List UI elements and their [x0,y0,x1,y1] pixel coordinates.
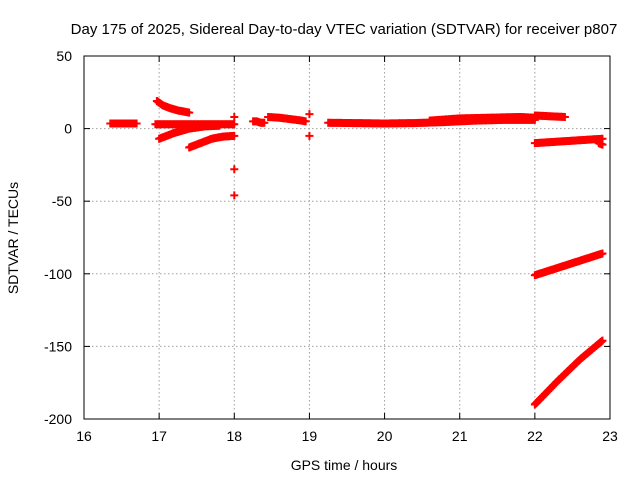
y-axis-label: SDTVAR / TECUs [5,182,21,294]
x-tick-label: 23 [602,428,618,444]
x-tick-label: 19 [302,428,318,444]
x-tick-label: 17 [151,428,167,444]
x-tick-label: 20 [377,428,393,444]
data-point [230,112,239,121]
data-point [598,249,607,258]
data-point [230,191,239,200]
data-point [215,121,224,130]
x-tick-label: 18 [226,428,242,444]
x-axis-label: GPS time / hours [291,457,398,473]
x-tick-label: 21 [452,428,468,444]
grid-lines [84,56,610,419]
data-point [598,336,607,345]
data-point [132,119,141,128]
y-tick-label: -100 [44,266,72,282]
data-points [106,97,607,409]
y-tick-label: -150 [44,338,72,354]
y-tick-label: -50 [52,193,72,209]
data-point [260,118,269,127]
data-point [230,165,239,174]
data-point [305,110,314,119]
y-tick-label: 0 [64,121,72,137]
y-tick-label: -200 [44,411,72,427]
data-point [598,140,607,149]
data-point [301,117,310,126]
data-point [305,131,314,140]
data-point [230,131,239,140]
data-point [185,108,194,117]
y-tick-label: 50 [56,48,72,64]
data-point [560,112,569,121]
data-point [230,120,239,129]
chart-title: Day 175 of 2025, Sidereal Day-to-day VTE… [71,21,618,38]
x-tick-label: 22 [527,428,543,444]
axis-ticks: 16 17 18 19 20 21 22 23 -200 -150 -100 -50 0 50 [44,48,618,444]
plot-frame [83,55,611,420]
x-tick-label: 16 [76,428,92,444]
